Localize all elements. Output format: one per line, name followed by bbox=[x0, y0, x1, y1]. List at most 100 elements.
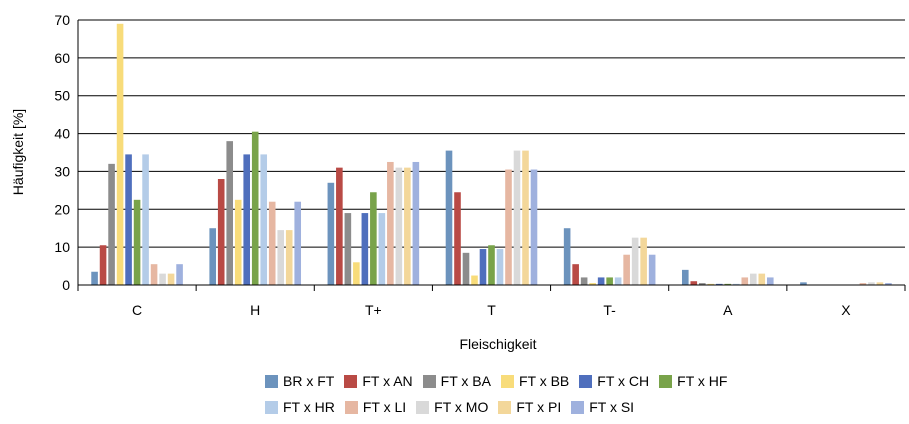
legend-item: FT x MO bbox=[416, 399, 488, 415]
bar bbox=[454, 192, 461, 285]
legend-item: FT x BB bbox=[500, 373, 570, 389]
bar bbox=[766, 277, 774, 285]
x-tick-label: T bbox=[487, 302, 496, 318]
bar bbox=[707, 283, 715, 285]
bar bbox=[488, 245, 495, 285]
y-tick-label: 60 bbox=[54, 50, 70, 66]
bar bbox=[395, 167, 403, 285]
bar bbox=[859, 283, 867, 285]
bar bbox=[370, 192, 377, 285]
y-tick-label: 50 bbox=[54, 88, 70, 104]
legend-swatch bbox=[579, 374, 593, 388]
legend-label: FT x BB bbox=[518, 373, 570, 389]
bar bbox=[681, 269, 689, 285]
bar bbox=[234, 199, 242, 285]
legend-row: BR x FT FT x AN FT x BA FT x BB FT x CH FT x … bbox=[0, 368, 909, 394]
bar bbox=[336, 167, 343, 285]
x-axis-title: Fleischigkeit bbox=[459, 336, 536, 352]
x-tick-label: H bbox=[250, 302, 260, 318]
bar bbox=[353, 262, 360, 285]
legend-row: FT x HR FT x LI FT x MO FT x PI FT x SI bbox=[0, 394, 909, 420]
bar bbox=[885, 283, 892, 285]
bar bbox=[580, 277, 588, 285]
legend-swatch bbox=[344, 374, 358, 388]
bar bbox=[243, 154, 251, 285]
legend-swatch bbox=[416, 400, 430, 414]
bar bbox=[614, 277, 622, 285]
bar bbox=[496, 249, 504, 285]
legend-item: FT x BA bbox=[422, 373, 491, 389]
bar bbox=[741, 277, 749, 285]
bar bbox=[698, 283, 706, 285]
legend-label: FT x SI bbox=[589, 399, 635, 415]
legend-item: FT x LI bbox=[344, 399, 407, 415]
bar bbox=[404, 167, 411, 285]
bar bbox=[167, 273, 175, 285]
bar bbox=[690, 281, 698, 285]
legend-swatch bbox=[344, 400, 358, 414]
bar bbox=[530, 169, 538, 285]
legend-label: FT x LI bbox=[362, 399, 407, 415]
bar bbox=[876, 282, 884, 285]
legend-label: BR x FT bbox=[283, 373, 335, 389]
legend-item: FT x AN bbox=[344, 373, 413, 389]
legend-swatch bbox=[498, 400, 512, 414]
bar bbox=[150, 264, 158, 285]
y-tick-label: 10 bbox=[54, 239, 70, 255]
y-tick-label: 70 bbox=[54, 12, 70, 28]
legend-item: FT x HR bbox=[265, 399, 335, 415]
bar bbox=[623, 254, 630, 285]
legend-swatch bbox=[265, 400, 278, 414]
bar bbox=[479, 249, 487, 285]
bar bbox=[597, 277, 605, 285]
bar bbox=[251, 131, 259, 285]
bar bbox=[462, 252, 470, 285]
y-tick-label: 30 bbox=[54, 163, 70, 179]
bar bbox=[800, 282, 807, 285]
legend-swatch bbox=[659, 374, 673, 388]
legend-swatch bbox=[571, 400, 585, 414]
x-tick-label: A bbox=[723, 302, 733, 318]
bar bbox=[344, 213, 352, 285]
bar bbox=[116, 23, 124, 286]
legend-swatch bbox=[422, 374, 436, 388]
x-tick-label: T+ bbox=[365, 302, 382, 318]
legend-label: FT x HR bbox=[283, 399, 335, 415]
legend-label: FT x HF bbox=[677, 373, 728, 389]
bar bbox=[522, 150, 529, 285]
bar bbox=[749, 273, 757, 285]
bar bbox=[378, 213, 386, 285]
legend-item: FT x SI bbox=[571, 399, 634, 415]
bar bbox=[142, 154, 149, 285]
legend-swatch bbox=[265, 374, 278, 388]
legend-label: FT x AN bbox=[362, 373, 413, 389]
bar bbox=[648, 254, 656, 285]
bar bbox=[505, 169, 512, 285]
x-tick-label: T- bbox=[603, 302, 616, 318]
bar bbox=[99, 245, 107, 285]
y-tick-label: 40 bbox=[54, 126, 70, 142]
bar bbox=[572, 264, 579, 285]
bar bbox=[471, 275, 478, 285]
legend-label: FT x PI bbox=[516, 399, 562, 415]
bar bbox=[285, 230, 293, 285]
legend-label: FT x BA bbox=[440, 373, 491, 389]
bar bbox=[260, 154, 268, 285]
bar bbox=[868, 282, 875, 285]
bar bbox=[563, 228, 571, 285]
bar bbox=[176, 264, 183, 285]
legend-item: FT x CH bbox=[579, 373, 649, 389]
legend-item: FT x PI bbox=[498, 399, 561, 415]
bar bbox=[758, 273, 766, 285]
bar bbox=[91, 271, 98, 285]
bar bbox=[715, 283, 723, 285]
legend-swatch bbox=[500, 374, 514, 388]
bar bbox=[108, 163, 115, 285]
bar bbox=[133, 199, 141, 285]
legend: BR x FT FT x AN FT x BA FT x BB FT x CH FT x … bbox=[0, 368, 909, 420]
bar bbox=[640, 237, 647, 285]
legend-item: FT x HF bbox=[659, 373, 727, 389]
bar bbox=[277, 230, 285, 285]
